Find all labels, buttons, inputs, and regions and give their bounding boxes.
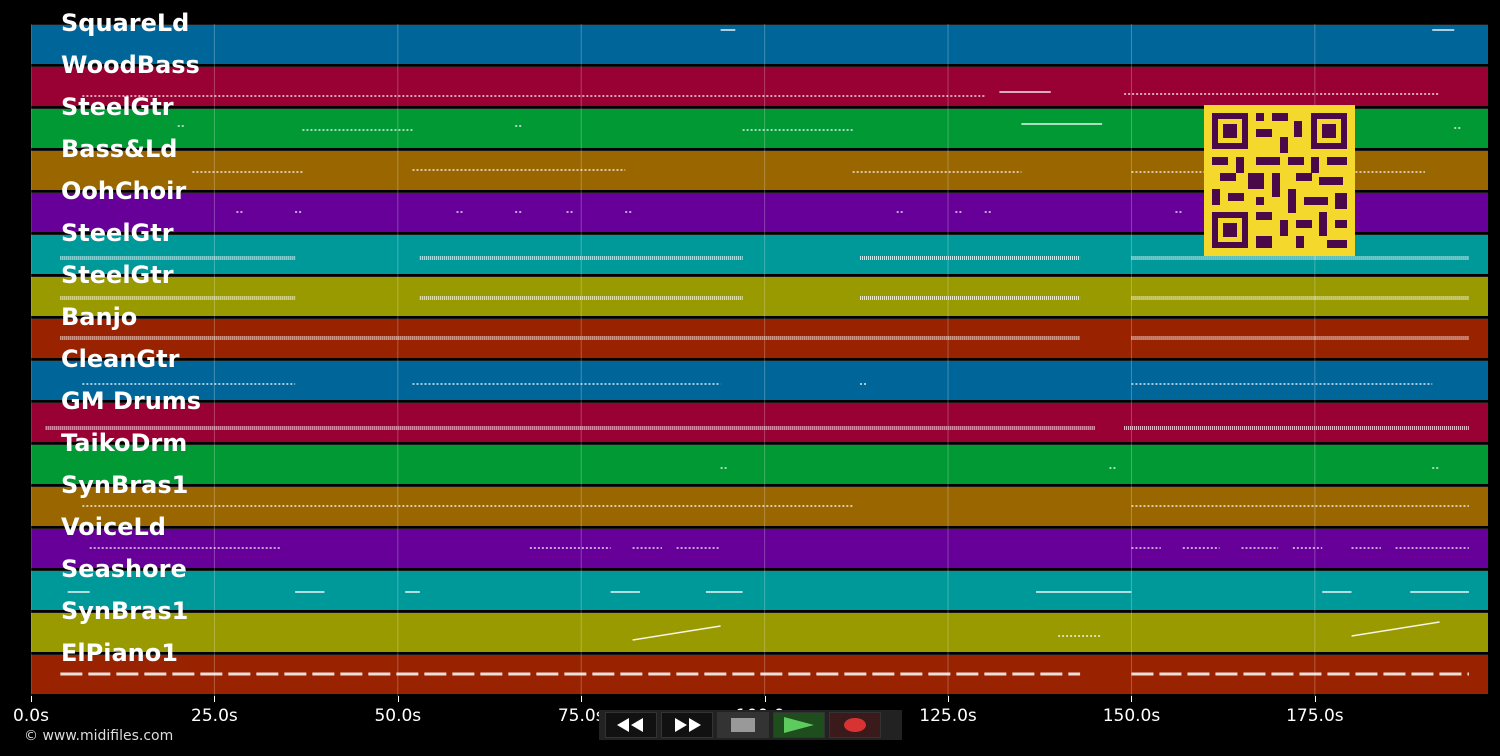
stop-icon: [731, 718, 755, 732]
track-row[interactable]: [31, 612, 1488, 652]
track-label: TaikoDrm: [61, 429, 188, 457]
axis-tick-label: 150.0s: [1102, 706, 1161, 726]
stop-button[interactable]: [717, 712, 769, 738]
track-label: SteelGtr: [61, 261, 174, 289]
axis-tick-label: 175.0s: [1286, 706, 1344, 726]
track-label: VoiceLd: [61, 513, 166, 541]
axis-tick-label: 125.0s: [919, 706, 977, 726]
track-label: CleanGtr: [61, 345, 180, 373]
track-label: Banjo: [61, 303, 138, 331]
track-label: SynBras1: [61, 597, 189, 625]
track-row[interactable]: [31, 318, 1488, 358]
axis-tick-label: 0.0s: [13, 706, 49, 726]
transport-controls: [599, 710, 902, 740]
track-row[interactable]: [31, 360, 1488, 400]
axis-tick-label: 50.0s: [374, 706, 422, 726]
fast-forward-icon: [675, 718, 701, 732]
note-layer: [45, 29, 1469, 676]
play-icon: [784, 717, 814, 733]
track-label: Seashore: [61, 555, 187, 583]
rewind-icon: [617, 718, 643, 732]
track-row[interactable]: [31, 444, 1488, 484]
axis-tick-label: 75.0s: [557, 706, 605, 726]
record-button[interactable]: [829, 712, 881, 738]
track-label: SynBras1: [61, 471, 189, 499]
track-label: SteelGtr: [61, 219, 174, 247]
axis-tick-mark: [581, 696, 583, 702]
track-label: OohChoir: [61, 177, 187, 205]
copyright-text: © www.midifiles.com: [24, 728, 174, 744]
axis-tick-mark: [31, 696, 32, 702]
axis-tick-mark: [948, 696, 950, 702]
play-button[interactable]: [773, 712, 825, 738]
track-row[interactable]: [31, 24, 1488, 64]
track-row[interactable]: [31, 402, 1488, 442]
track-label: GM Drums: [61, 387, 202, 415]
axis-tick-mark: [397, 696, 399, 702]
axis-tick-mark: [1314, 696, 1316, 702]
note-stroke: [632, 625, 721, 641]
fast-forward-button[interactable]: [661, 712, 713, 738]
track-label: SteelGtr: [61, 93, 174, 121]
note-stroke: [1351, 621, 1440, 637]
track-row[interactable]: [31, 276, 1488, 316]
track-row[interactable]: [31, 66, 1488, 106]
record-icon: [844, 718, 866, 732]
axis-tick-mark: [764, 696, 766, 702]
axis-tick-label: 25.0s: [191, 706, 238, 726]
track-label: WoodBass: [61, 51, 200, 79]
rewind-button[interactable]: [605, 712, 657, 738]
axis-tick-mark: [214, 696, 216, 702]
axis-tick-mark: [1131, 696, 1133, 702]
track-label: ElPiano1: [61, 639, 178, 667]
track-row[interactable]: [31, 570, 1488, 610]
track-label: SquareLd: [61, 9, 190, 37]
qr-code-icon: [1204, 105, 1355, 256]
track-label: Bass&Ld: [61, 135, 178, 163]
